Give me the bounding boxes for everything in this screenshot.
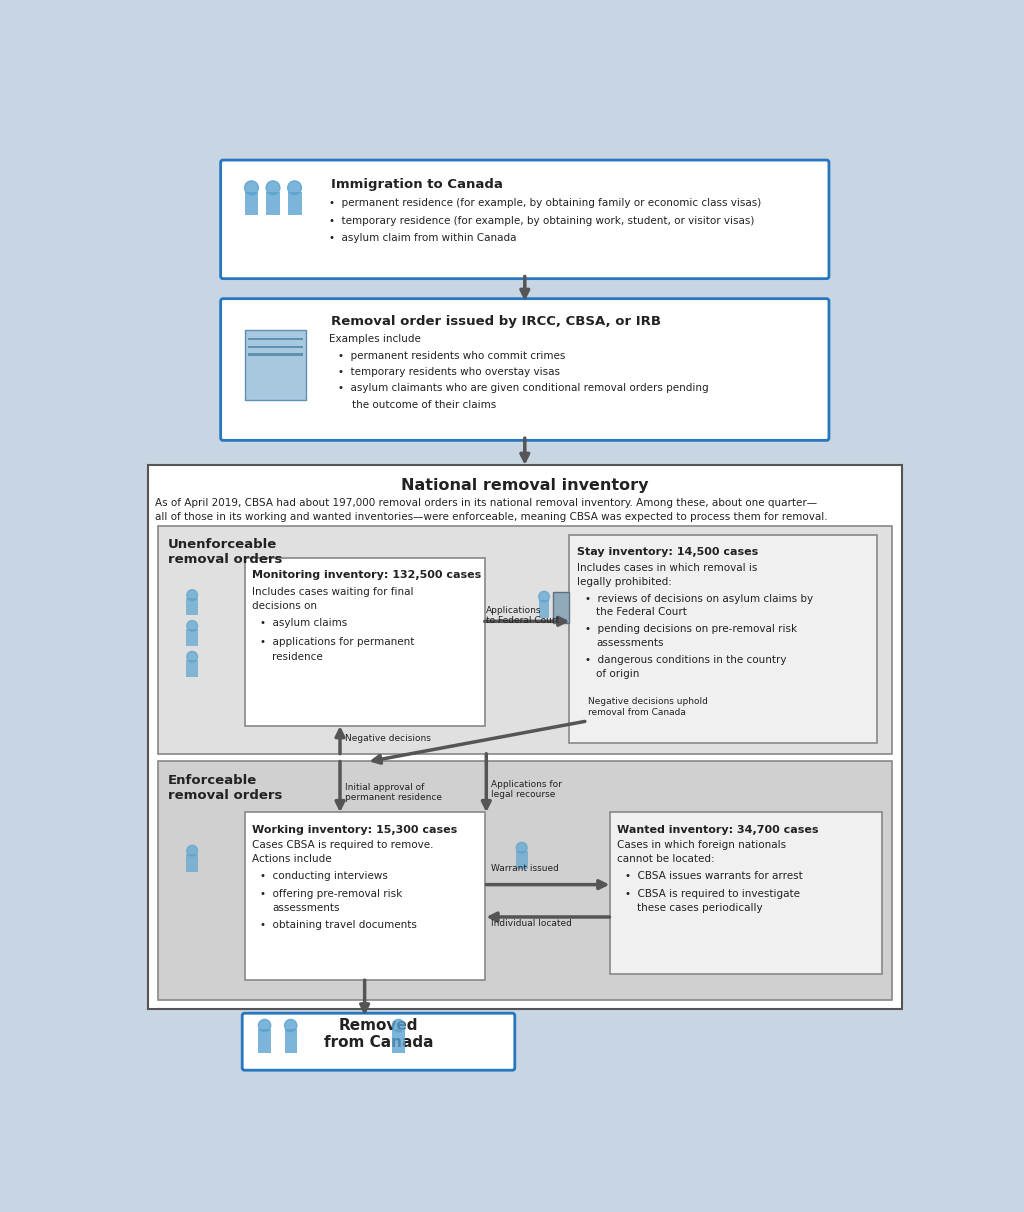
Text: •  CBSA is required to investigate: • CBSA is required to investigate (625, 890, 800, 899)
Text: Actions include: Actions include (252, 853, 332, 864)
Text: Removed
from Canada: Removed from Canada (324, 1018, 433, 1051)
Text: •  pending decisions on pre-removal risk: • pending decisions on pre-removal risk (585, 624, 797, 634)
Circle shape (186, 590, 198, 600)
Text: National removal inventory: National removal inventory (401, 478, 648, 493)
Bar (186, 853, 199, 873)
FancyBboxPatch shape (243, 1013, 515, 1070)
Circle shape (285, 1019, 297, 1031)
Bar (553, 591, 569, 623)
Text: Immigration to Canada: Immigration to Canada (331, 178, 503, 190)
Bar (609, 812, 882, 974)
Text: •  temporary residence (for example, by obtaining work, student, or visitor visa: • temporary residence (for example, by o… (330, 216, 755, 225)
Circle shape (186, 621, 198, 631)
Circle shape (392, 1019, 404, 1031)
Text: •  applications for permanent: • applications for permanent (260, 636, 415, 647)
Bar (266, 191, 280, 215)
Text: •  asylum claims: • asylum claims (260, 618, 347, 628)
Bar (147, 465, 902, 1008)
Bar (186, 599, 199, 616)
Circle shape (186, 846, 198, 856)
Text: Cases CBSA is required to remove.: Cases CBSA is required to remove. (252, 840, 434, 850)
Text: •  permanent residents who commit crimes: • permanent residents who commit crimes (339, 351, 566, 361)
Bar (248, 345, 303, 348)
Text: Individual located: Individual located (490, 919, 571, 927)
Text: assessments: assessments (596, 639, 664, 648)
Text: Negative decisions uphold
removal from Canada: Negative decisions uphold removal from C… (588, 697, 708, 716)
Text: Wanted inventory: 34,700 cases: Wanted inventory: 34,700 cases (617, 824, 819, 835)
Text: of origin: of origin (596, 669, 640, 679)
Bar (248, 354, 303, 355)
Bar (158, 761, 892, 1000)
Bar (515, 851, 528, 869)
Text: Cases in which foreign nationals: Cases in which foreign nationals (617, 840, 786, 850)
Circle shape (539, 591, 550, 602)
Bar (248, 338, 303, 341)
Text: Initial approval of
permanent residence: Initial approval of permanent residence (345, 783, 441, 802)
Bar (539, 600, 550, 618)
Text: •  temporary residents who overstay visas: • temporary residents who overstay visas (339, 367, 560, 377)
Bar (245, 559, 484, 726)
Circle shape (186, 651, 198, 662)
Text: Applications
to Federal Court: Applications to Federal Court (486, 606, 559, 625)
Text: Removal order issued by IRCC, CBSA, or IRB: Removal order issued by IRCC, CBSA, or I… (331, 315, 660, 327)
Text: Stay inventory: 14,500 cases: Stay inventory: 14,500 cases (578, 547, 759, 556)
Text: Negative decisions: Negative decisions (345, 733, 430, 743)
Bar (258, 1029, 270, 1052)
Text: •  reviews of decisions on asylum claims by: • reviews of decisions on asylum claims … (585, 594, 813, 604)
Text: Unenforceable
removal orders: Unenforceable removal orders (168, 538, 282, 566)
FancyBboxPatch shape (220, 298, 829, 440)
Text: the Federal Court: the Federal Court (596, 607, 687, 617)
Circle shape (245, 181, 258, 195)
Bar (186, 629, 199, 646)
Bar (245, 191, 258, 215)
Text: legally prohibited:: legally prohibited: (578, 577, 672, 587)
Text: •  conducting interviews: • conducting interviews (260, 870, 388, 881)
Bar (288, 191, 301, 215)
Text: decisions on: decisions on (252, 601, 317, 611)
Bar (285, 1029, 297, 1052)
Text: As of April 2019, CBSA had about 197,000 removal orders in its national removal : As of April 2019, CBSA had about 197,000… (156, 498, 817, 508)
Text: Includes cases in which removal is: Includes cases in which removal is (578, 562, 758, 573)
Text: Applications for
legal recourse: Applications for legal recourse (490, 779, 562, 800)
Text: •  asylum claim from within Canada: • asylum claim from within Canada (330, 233, 517, 244)
FancyBboxPatch shape (220, 160, 829, 279)
Text: •  obtaining travel documents: • obtaining travel documents (260, 920, 417, 930)
Text: Warrant issued: Warrant issued (490, 864, 559, 873)
Text: •  asylum claimants who are given conditional removal orders pending: • asylum claimants who are given conditi… (339, 383, 709, 394)
Text: the outcome of their claims: the outcome of their claims (351, 400, 496, 410)
Text: Includes cases waiting for final: Includes cases waiting for final (252, 588, 414, 598)
Bar (392, 1029, 404, 1052)
Text: all of those in its working and wanted inventories—were enforceable, meaning CBS: all of those in its working and wanted i… (156, 511, 827, 522)
Text: •  permanent residence (for example, by obtaining family or economic class visas: • permanent residence (for example, by o… (330, 198, 762, 207)
Bar (186, 659, 199, 676)
Text: residence: residence (272, 652, 323, 662)
Circle shape (258, 1019, 270, 1031)
Text: cannot be located:: cannot be located: (617, 853, 715, 864)
Text: Examples include: Examples include (330, 335, 421, 344)
Circle shape (516, 842, 527, 853)
Text: Enforceable
removal orders: Enforceable removal orders (168, 773, 282, 802)
Bar (569, 534, 878, 743)
Text: •  offering pre-removal risk: • offering pre-removal risk (260, 890, 402, 899)
Text: •  CBSA issues warrants for arrest: • CBSA issues warrants for arrest (625, 870, 803, 881)
Bar (158, 526, 892, 754)
Text: Working inventory: 15,300 cases: Working inventory: 15,300 cases (252, 824, 458, 835)
Text: Monitoring inventory: 132,500 cases: Monitoring inventory: 132,500 cases (252, 571, 481, 581)
Circle shape (288, 181, 301, 195)
Bar (245, 812, 484, 981)
Text: assessments: assessments (272, 903, 340, 913)
Bar (245, 330, 306, 400)
Text: these cases periodically: these cases periodically (637, 903, 763, 913)
Text: •  dangerous conditions in the country: • dangerous conditions in the country (585, 656, 786, 665)
Circle shape (266, 181, 280, 195)
